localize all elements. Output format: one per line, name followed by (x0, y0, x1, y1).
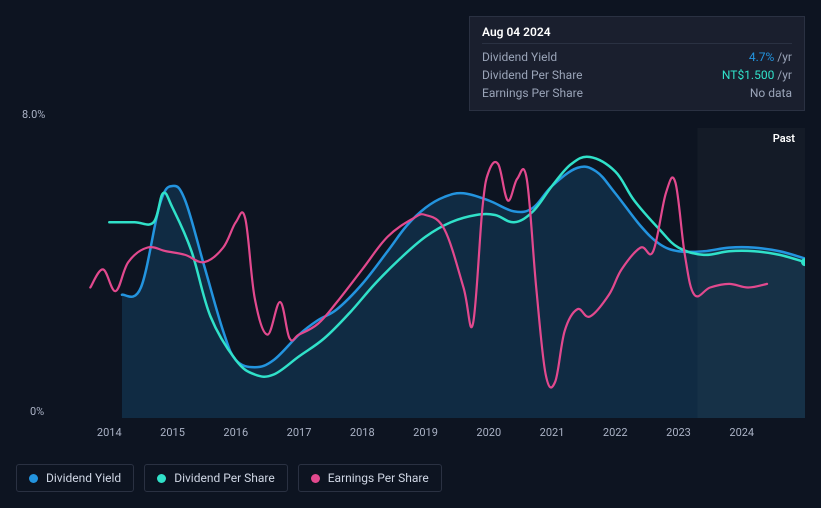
x-tick: 2024 (729, 426, 754, 439)
legend-label: Dividend Per Share (174, 471, 275, 485)
chart-svg (84, 128, 805, 418)
tooltip: Aug 04 2024 Dividend Yield4.7% /yrDivide… (469, 16, 805, 111)
tooltip-row: Dividend Per Share NT$1.500 /yr (482, 66, 792, 84)
x-tick: 2022 (603, 426, 628, 439)
tooltip-row-value: No data (750, 86, 792, 100)
x-tick: 2018 (350, 426, 375, 439)
legend-label: Dividend Yield (46, 471, 121, 485)
legend-item[interactable]: Earnings Per Share (298, 464, 442, 492)
tooltip-row-label: Dividend Per Share (482, 68, 583, 82)
past-label: Past (773, 132, 795, 145)
tooltip-row: Dividend Yield 4.7% /yr (482, 48, 792, 66)
x-tick: 2021 (540, 426, 565, 439)
legend-dot-icon (157, 474, 166, 483)
tooltip-row-label: Dividend Yield (482, 50, 557, 64)
x-tick: 2019 (413, 426, 438, 439)
tooltip-row-value: 4.7% /yr (749, 50, 792, 64)
x-tick: 2016 (223, 426, 248, 439)
legend-label: Earnings Per Share (328, 471, 429, 485)
tooltip-date: Aug 04 2024 (482, 25, 792, 44)
y-axis-max: 8.0% (22, 108, 45, 121)
legend-item[interactable]: Dividend Per Share (144, 464, 288, 492)
x-tick: 2017 (287, 426, 312, 439)
tooltip-row-value: NT$1.500 /yr (722, 68, 792, 82)
x-tick: 2023 (666, 426, 691, 439)
legend-dot-icon (29, 474, 38, 483)
plot-region[interactable]: Past (84, 128, 805, 418)
x-axis: 2014 2015 2016 2017 2018 2019 2020 2021 2022 2023… (84, 426, 805, 448)
x-tick: 2020 (476, 426, 501, 439)
y-axis: 8.0% 0% (16, 108, 66, 418)
y-axis-min: 0% (30, 405, 44, 418)
x-tick: 2015 (160, 426, 185, 439)
tooltip-row-label: Earnings Per Share (482, 86, 583, 100)
legend-item[interactable]: Dividend Yield (16, 464, 134, 492)
legend: Dividend Yield Dividend Per Share Earnings… (16, 464, 442, 492)
x-tick: 2014 (97, 426, 122, 439)
chart-area: 8.0% 0% Past 2014 2015 2016 2017 2018 2019 202… (16, 108, 805, 448)
tooltip-row: Earnings Per Share No data (482, 84, 792, 102)
legend-dot-icon (311, 474, 320, 483)
